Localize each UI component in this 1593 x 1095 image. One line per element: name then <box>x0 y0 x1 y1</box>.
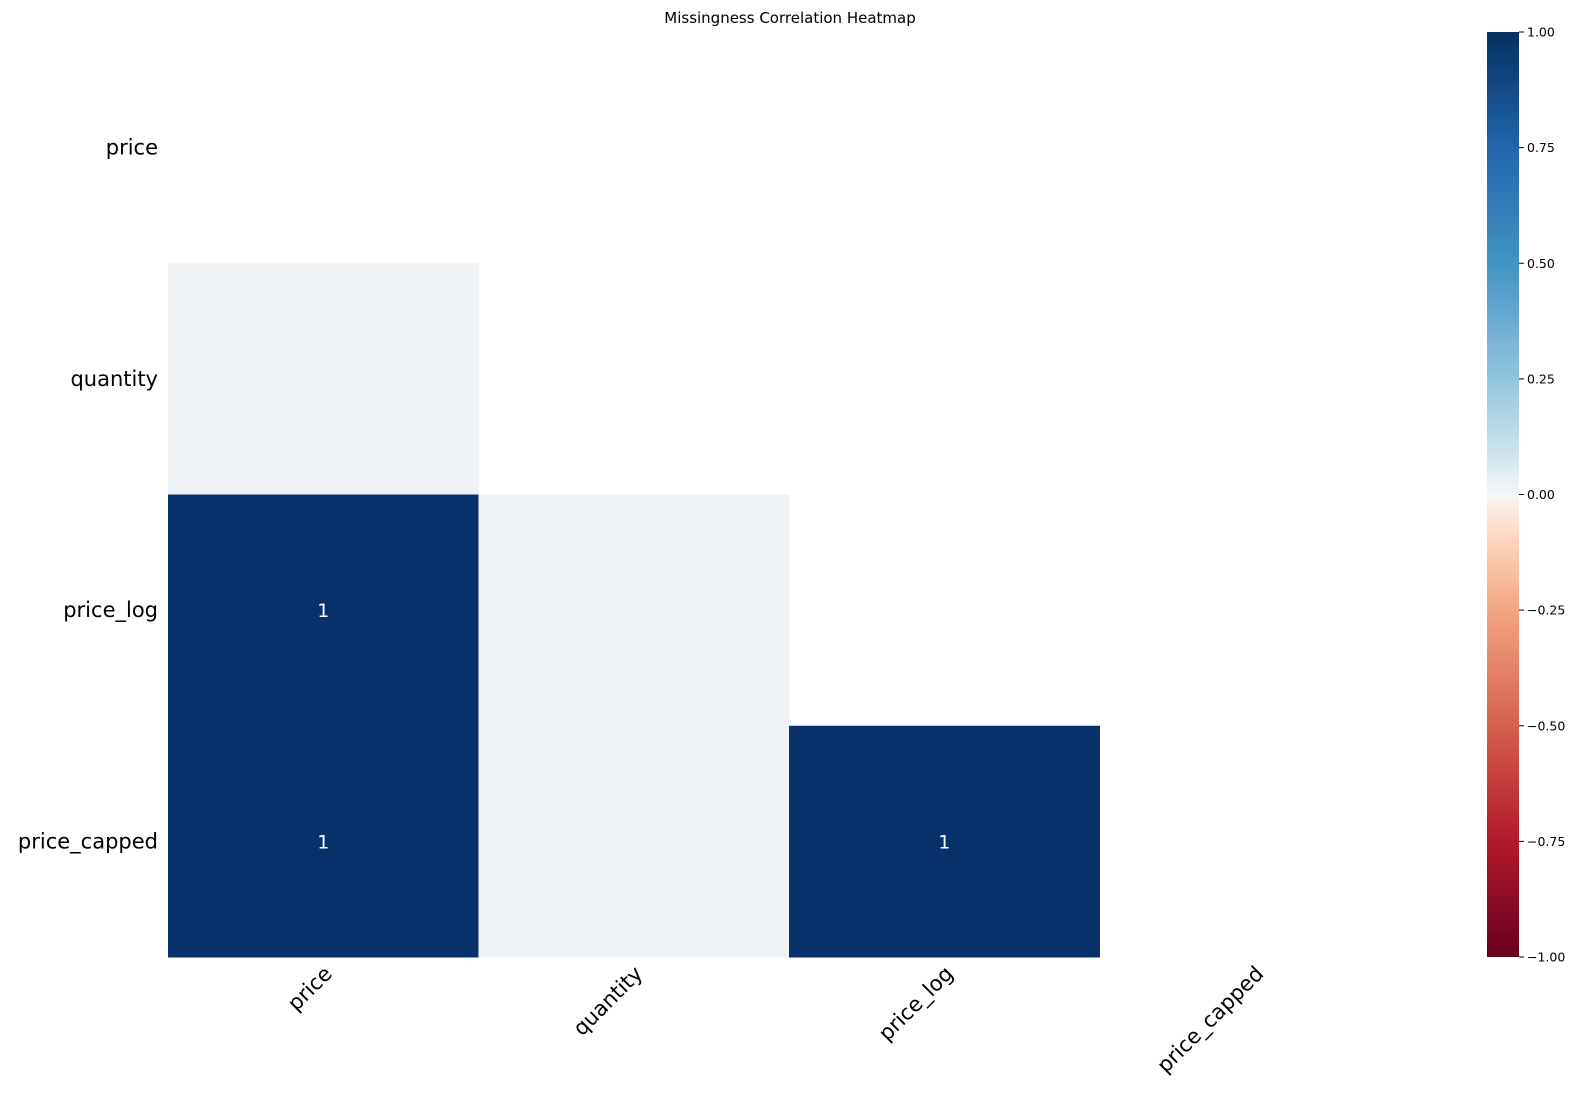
row-label-quantity: quantity <box>70 367 158 391</box>
cell-value-label: 1 <box>317 600 329 622</box>
heatmap-cell-price_capped-price <box>168 725 479 958</box>
heatmap-cell-price_log-quantity <box>478 494 790 727</box>
colorbar-tick-label: 0.50 <box>1527 256 1555 271</box>
colorbar-tick-label: −0.25 <box>1527 603 1565 618</box>
row-labels: price quantity price_log price_capped <box>18 136 158 855</box>
heatmap-cell-price_log-price <box>168 494 479 727</box>
column-label-price_capped: price_capped <box>1152 962 1269 1079</box>
row-label-price_capped: price_capped <box>18 829 158 854</box>
colorbar-tick-label: −0.75 <box>1527 834 1565 849</box>
colorbar-tick-label: −1.00 <box>1527 950 1565 965</box>
colorbar-tick-label: −0.50 <box>1527 718 1565 733</box>
column-labels: price quantity price_log price_capped <box>283 962 1269 1079</box>
heatmap-cell-price_capped-price_log <box>789 725 1100 958</box>
cell-value-label: 1 <box>938 831 950 853</box>
heatmap-cells: 1 1 1 <box>168 263 1100 958</box>
column-label-quantity: quantity <box>568 962 647 1041</box>
cell-value-label: 1 <box>317 831 329 853</box>
column-label-price: price <box>283 962 337 1016</box>
heatmap-cell-quantity-price <box>168 263 479 495</box>
colorbar-tick-label: 0.75 <box>1527 140 1555 155</box>
colorbar-gradient <box>1487 32 1519 957</box>
row-label-price: price <box>106 136 158 160</box>
colorbar-tick-label: 0.25 <box>1527 371 1555 386</box>
chart-title: Missingness Correlation Heatmap <box>664 9 915 27</box>
colorbar-tick-label: 1.00 <box>1527 25 1555 40</box>
colorbar: 1.00 0.75 0.50 0.25 0.00 −0.25 −0.50 −0.75 −1.00 <box>1487 25 1565 965</box>
colorbar-tick-label: 0.00 <box>1527 487 1555 502</box>
colorbar-ticks: 1.00 0.75 0.50 0.25 0.00 −0.25 −0.50 −0.75 −1.00 <box>1519 25 1565 965</box>
heatmap-cell-price_capped-quantity <box>478 725 790 958</box>
column-label-price_log: price_log <box>874 962 959 1047</box>
row-label-price_log: price_log <box>63 598 158 623</box>
